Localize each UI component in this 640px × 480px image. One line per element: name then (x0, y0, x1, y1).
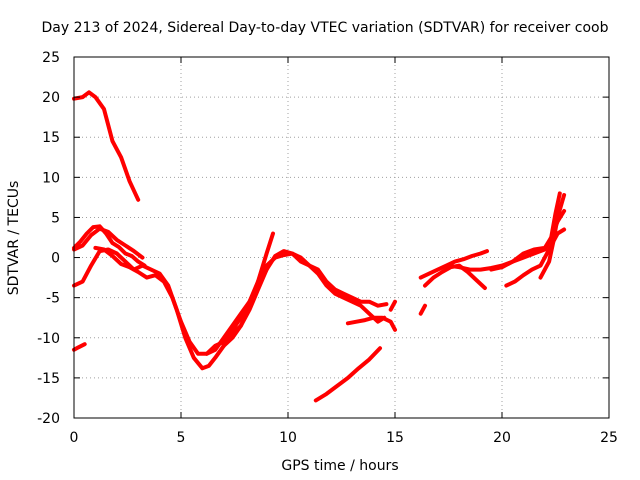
series-line-arc-18 (538, 193, 567, 280)
series-line-arc-8 (221, 249, 389, 348)
axis-ticks: 0 5 10 15 20 25 -20 -15 -10 -5 0 5 10 15 20 25 (37, 50, 618, 446)
chart-title: Day 213 of 2024, Sidereal Day-to-day VTE… (42, 20, 609, 36)
plot-area (72, 90, 567, 403)
y-tick-label: -10 (37, 331, 60, 347)
y-tick-label: 25 (42, 50, 60, 66)
series-line-arc-5 (72, 342, 87, 352)
series-line-arc-2 (72, 224, 147, 268)
y-tick-label: 5 (51, 210, 60, 226)
series-line-arc-1 (72, 90, 141, 202)
y-tick-label: 10 (42, 170, 60, 186)
x-tick-label: 0 (70, 430, 79, 446)
x-tick-label: 20 (493, 430, 511, 446)
y-tick-label: 15 (42, 130, 60, 146)
y-tick-label: 20 (42, 90, 60, 106)
y-tick-label: 0 (51, 251, 60, 267)
plot-frame (73, 56, 610, 419)
series-line-arc-3 (72, 226, 145, 260)
y-tick-label: -15 (37, 371, 60, 387)
x-tick-label: 15 (386, 430, 404, 446)
y-tick-label: -5 (46, 291, 60, 307)
series-line-arc-9 (345, 315, 397, 332)
x-tick-label: 5 (177, 430, 186, 446)
x-axis-label: GPS time / hours (281, 458, 398, 474)
y-axis-label: SDTVAR / TECUs (6, 181, 22, 296)
x-tick-label: 25 (600, 430, 618, 446)
grid-lines (74, 57, 609, 418)
series-line-arc-10 (313, 346, 382, 403)
series-line-arc-12 (418, 303, 427, 316)
series-line-arc-13 (418, 249, 489, 280)
y-tick-label: -20 (37, 411, 60, 427)
series-line-arc-11 (388, 299, 397, 312)
x-tick-label: 10 (279, 430, 297, 446)
